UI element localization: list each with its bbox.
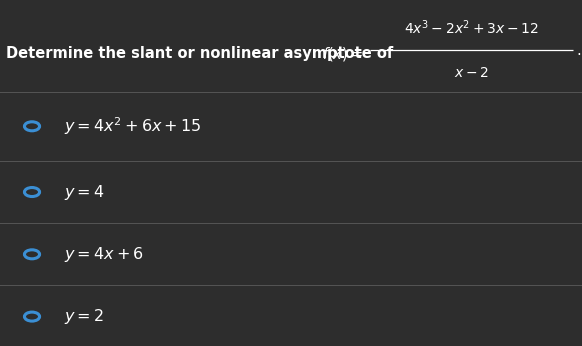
Text: Determine the slant or nonlinear asymptote of: Determine the slant or nonlinear asympto… (6, 46, 398, 61)
Text: .: . (576, 43, 581, 58)
Text: $y=4$: $y=4$ (64, 183, 105, 201)
Text: $x-2$: $x-2$ (454, 66, 489, 80)
Text: $4x^3-2x^2+3x-12$: $4x^3-2x^2+3x-12$ (404, 18, 539, 37)
Text: $\mathit{f}(\mathit{x})=$: $\mathit{f}(\mathit{x})=$ (322, 45, 363, 63)
Text: $y=4x+6$: $y=4x+6$ (64, 245, 144, 264)
Text: $y=4x^2+6x+15$: $y=4x^2+6x+15$ (64, 116, 201, 137)
Text: $y=2$: $y=2$ (64, 307, 104, 326)
